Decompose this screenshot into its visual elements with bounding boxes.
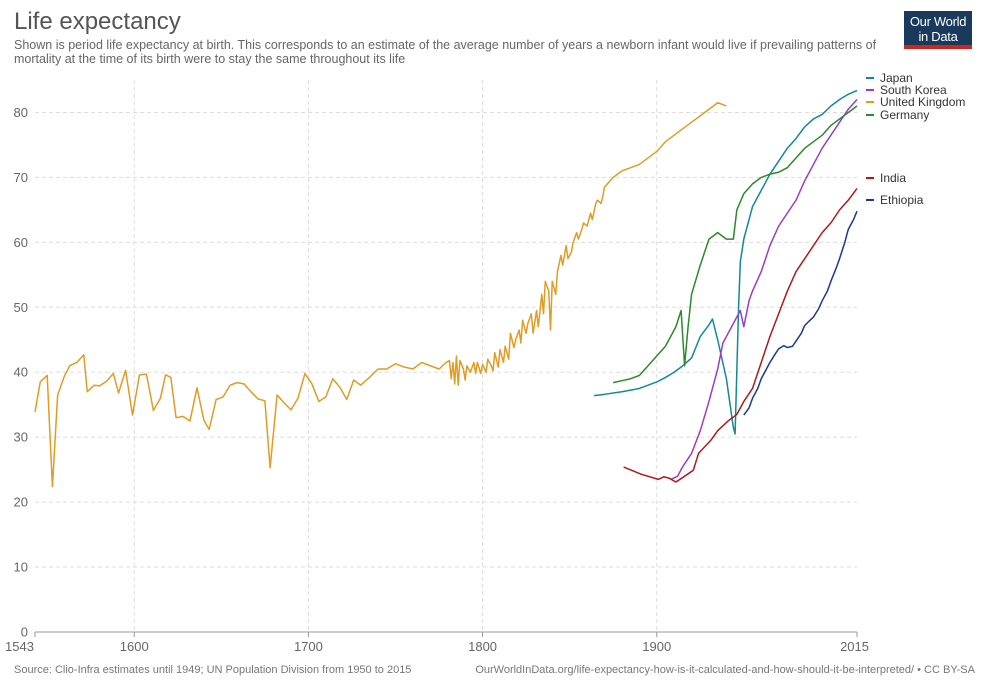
x-axis: 1543 1600 1700 1800 1900 2015 — [5, 632, 869, 654]
y-tick-label: 60 — [14, 235, 28, 250]
series-line-ethiopia[interactable] — [743, 210, 858, 416]
series-line-india[interactable] — [623, 188, 858, 483]
grid-lines — [35, 80, 857, 633]
y-tick-label: 40 — [14, 365, 28, 380]
legend-label[interactable]: South Korea — [880, 83, 947, 97]
owid-logo[interactable]: Our World in Data — [904, 11, 972, 49]
x-tick-label: 1800 — [468, 639, 497, 654]
series-lines — [34, 89, 858, 488]
source-note: Source: Clio-Infra estimates until 1949;… — [14, 664, 412, 676]
y-tick-label: 20 — [14, 495, 28, 510]
series-line-united-kingdom[interactable] — [34, 101, 727, 488]
series-line-japan[interactable] — [593, 89, 858, 435]
y-axis: 0 10 20 30 40 50 60 70 80 — [14, 105, 28, 640]
y-tick-label: 70 — [14, 170, 28, 185]
x-tick-label: 1543 — [5, 639, 34, 654]
series-line-germany[interactable] — [613, 105, 858, 384]
source-url[interactable]: OurWorldInData.org/life-expectancy-how-i… — [475, 664, 975, 676]
x-tick-label: 1600 — [120, 639, 149, 654]
legend-label[interactable]: Germany — [880, 108, 929, 122]
x-tick-label: 1900 — [642, 639, 671, 654]
chart-title: Life expectancy — [14, 8, 181, 35]
logo-line-2: in Data — [918, 29, 958, 44]
y-tick-label: 0 — [21, 625, 28, 640]
legend-label[interactable]: Japan — [880, 71, 913, 85]
x-tick-label: 1700 — [294, 639, 323, 654]
legend-label[interactable]: Ethiopia — [880, 193, 924, 207]
legend-label[interactable]: India — [880, 171, 906, 185]
y-tick-label: 80 — [14, 105, 28, 120]
x-tick-label: 2015 — [840, 639, 869, 654]
legend-label[interactable]: United Kingdom — [880, 95, 965, 109]
chart-subtitle: Shown is period life expectancy at birth… — [14, 38, 877, 66]
logo-line-1: Our World — [909, 14, 967, 29]
y-tick-label: 10 — [14, 560, 28, 575]
series-line-south-korea[interactable] — [670, 98, 858, 481]
y-tick-label: 30 — [14, 430, 28, 445]
y-tick-label: 50 — [14, 300, 28, 315]
